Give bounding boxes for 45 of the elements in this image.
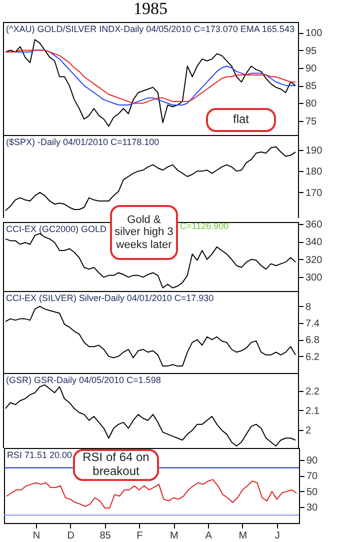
y-tick-label: 90 — [306, 455, 318, 466]
x-tick-label: F — [136, 530, 143, 542]
speech-bubble: RSI of 64 on breakout — [73, 449, 159, 481]
chart-title: ($SPX) -Daily 04/01/2010 C=1178.100 — [6, 137, 160, 147]
x-tick-label: J — [274, 530, 280, 542]
y-tick-label: 190 — [306, 145, 323, 156]
chart-title: RSI 71.51 20.00 — [7, 450, 72, 460]
y-tick-label: 340 — [306, 237, 323, 248]
y-tick-label: 95 — [306, 46, 318, 57]
annotation: C=1126.900 — [180, 221, 229, 231]
y-tick-label: 50 — [306, 486, 318, 498]
y-tick-label: 2.1 — [306, 406, 320, 417]
speech-bubble: flat — [206, 108, 276, 132]
chart-title: (GSR) GSR-Daily 04/05/2010 C=1.598 — [6, 375, 161, 385]
chart-title: 1985 — [134, 0, 168, 18]
y-tick-label: 360 — [306, 219, 323, 230]
x-tick-label: M — [170, 530, 178, 542]
y-tick-label: 170 — [306, 188, 323, 199]
line-series — [4, 39, 296, 127]
y-tick-label: 2.2 — [306, 386, 320, 398]
chart-title: CCI-EX (GC2000) GOLD — [6, 224, 108, 234]
y-tick-label: 2 — [306, 426, 312, 437]
y-tick-label: 75 — [306, 116, 318, 128]
speech-bubble: Gold & silver high 3 weeks later — [110, 205, 178, 260]
chart-title: CCI-EX (SILVER) Silver-Daily 04/01/2010 C=17.930 — [6, 293, 214, 303]
x-tick-label: N — [32, 530, 40, 542]
y-tick-label: 30 — [306, 502, 318, 514]
x-tick-label: D — [67, 530, 74, 542]
chart-subtitle: (^XAU) GOLD/SILVER INDX-Daily 04/05/2010 C=173.070 EMA 165.543 — [6, 24, 294, 34]
y-tick-label: 70 — [306, 471, 318, 482]
y-tick-label: 300 — [306, 272, 323, 284]
y-tick-label: 8 — [306, 302, 312, 313]
x-tick-label: A — [205, 530, 212, 542]
y-tick-label: 180 — [306, 166, 323, 178]
x-tick-label: M — [238, 530, 248, 542]
y-tick-label: 6.8 — [306, 335, 320, 346]
y-tick-label: 90 — [306, 63, 318, 74]
y-tick-label: 6.2 — [306, 352, 320, 363]
y-tick-label: 100 — [306, 28, 323, 40]
y-tick-label: 85 — [306, 81, 318, 92]
line-series — [6, 479, 298, 508]
x-tick-label: 85 — [100, 530, 112, 542]
y-tick-label: 80 — [306, 98, 318, 110]
y-tick-label: 7.4 — [306, 318, 320, 330]
y-tick-label: 320 — [306, 254, 323, 266]
